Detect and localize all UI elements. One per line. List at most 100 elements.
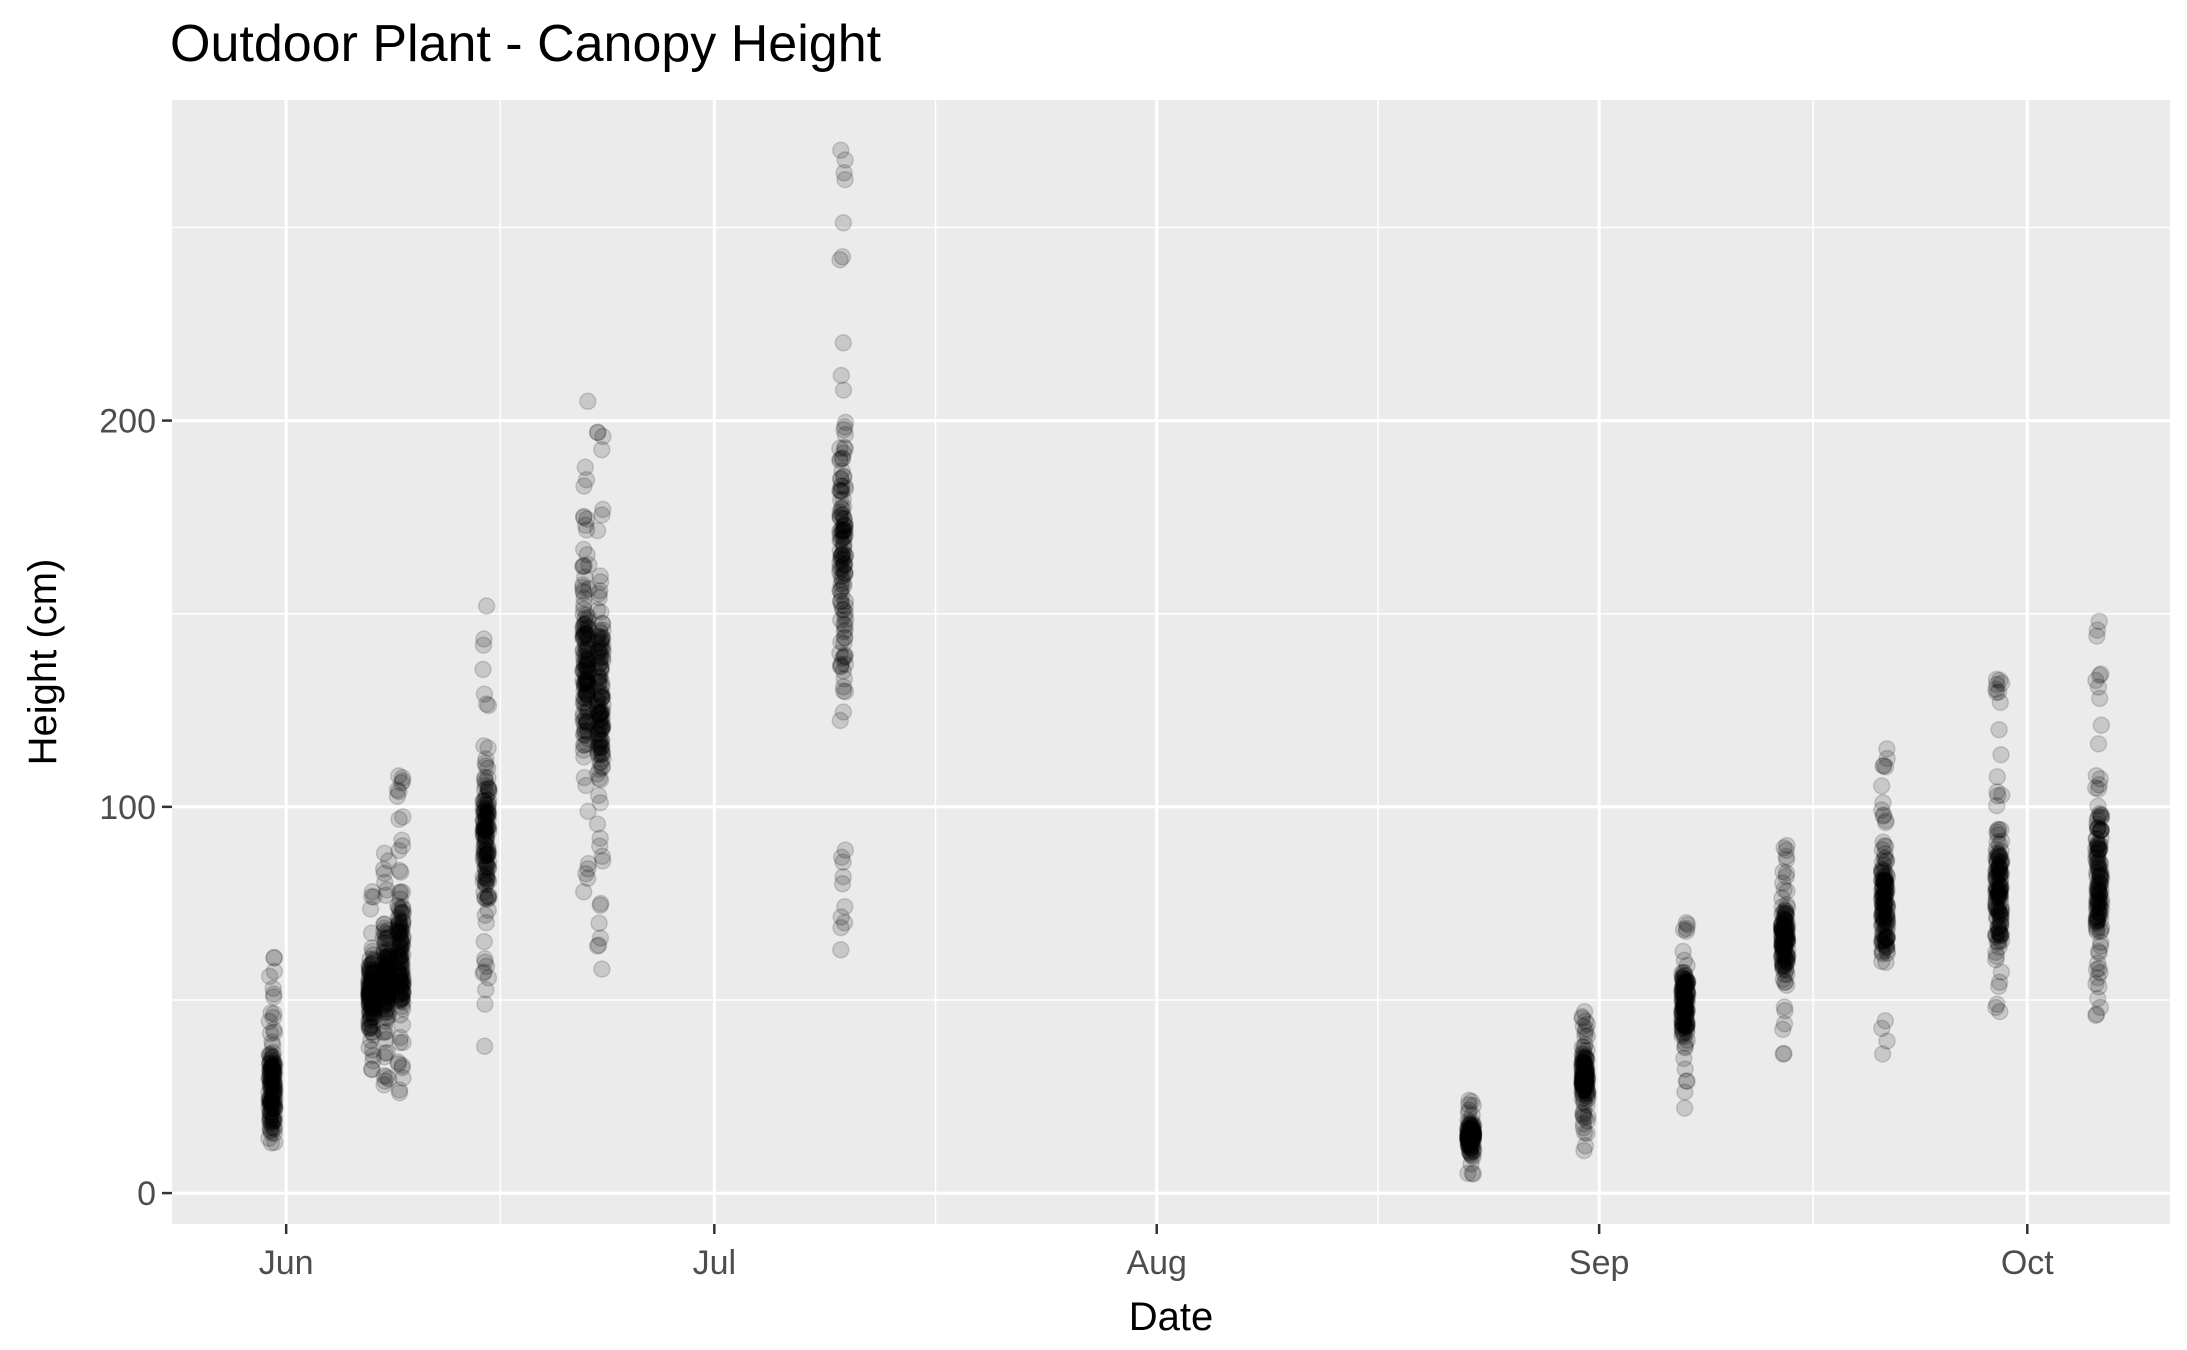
- data-point: [474, 867, 492, 886]
- data-point: [479, 889, 498, 908]
- data-point: [1576, 1068, 1594, 1087]
- data-point: [391, 968, 410, 986]
- data-point: [1574, 1058, 1593, 1077]
- data-point: [576, 625, 595, 643]
- data-point: [594, 427, 612, 446]
- data-point: [479, 795, 498, 814]
- data-point: [374, 972, 393, 990]
- data-point: [479, 872, 498, 891]
- data-point: [589, 669, 608, 688]
- data-point: [474, 636, 493, 654]
- data-point: [393, 914, 412, 932]
- data-point: [1459, 1130, 1477, 1148]
- data-point: [264, 1060, 282, 1078]
- data-point: [836, 655, 855, 674]
- data-point: [834, 867, 852, 886]
- chart-title: Outdoor Plant - Canopy Height: [170, 15, 882, 73]
- x-tick-label: Aug: [1126, 1244, 1187, 1282]
- data-point: [835, 623, 853, 641]
- data-point: [836, 597, 855, 615]
- data-point: [590, 632, 609, 651]
- data-point: [264, 1068, 283, 1086]
- data-point: [1464, 1148, 1482, 1166]
- data-point: [261, 1112, 279, 1131]
- data-point: [1578, 1015, 1597, 1033]
- data-point: [374, 970, 393, 989]
- data-point: [1463, 1124, 1481, 1143]
- data-point: [1576, 1061, 1595, 1079]
- data-point: [1573, 1062, 1591, 1080]
- data-point: [389, 946, 407, 964]
- data-point: [376, 958, 395, 977]
- data-point: [265, 1079, 284, 1098]
- data-point: [1576, 1108, 1594, 1126]
- data-point: [261, 1103, 279, 1122]
- data-point: [1577, 1076, 1596, 1095]
- data-point: [361, 1004, 380, 1023]
- data-point: [834, 521, 853, 539]
- data-point: [374, 973, 392, 991]
- data-point: [575, 663, 594, 681]
- data-point: [376, 934, 394, 952]
- data-point: [1464, 1127, 1483, 1145]
- data-point: [575, 616, 593, 634]
- data-point: [591, 667, 610, 686]
- data-point: [593, 960, 611, 978]
- data-point: [1573, 1073, 1592, 1091]
- data-point: [389, 1055, 408, 1073]
- data-point: [262, 1061, 280, 1080]
- data-point: [376, 944, 394, 963]
- data-point: [592, 739, 610, 757]
- data-point: [265, 1082, 284, 1101]
- data-point: [362, 1060, 381, 1078]
- data-point: [1575, 1080, 1593, 1099]
- data-point: [577, 640, 596, 659]
- data-point: [2092, 716, 2111, 734]
- data-point: [265, 949, 283, 967]
- data-point: [480, 780, 498, 799]
- data-point: [1775, 914, 1793, 933]
- data-point: [374, 986, 393, 1005]
- data-point: [263, 1091, 281, 1109]
- data-point: [392, 931, 410, 949]
- data-point: [1461, 1129, 1480, 1148]
- data-point: [575, 736, 594, 754]
- data-point: [1460, 1131, 1478, 1150]
- data-point: [578, 510, 596, 528]
- data-point: [588, 739, 607, 758]
- data-point: [476, 852, 495, 870]
- data-point: [364, 977, 383, 996]
- data-point: [1574, 1068, 1593, 1087]
- data-point: [365, 953, 383, 971]
- data-point: [360, 1019, 378, 1037]
- data-point: [1461, 1140, 1480, 1158]
- data-point: [475, 817, 493, 835]
- data-point: [831, 503, 849, 521]
- data-point: [392, 976, 411, 994]
- data-point: [391, 938, 410, 957]
- data-point: [360, 995, 379, 1014]
- data-point: [833, 571, 851, 589]
- data-point: [377, 969, 396, 988]
- data-point: [593, 506, 611, 524]
- data-point: [1459, 1128, 1477, 1146]
- data-point: [578, 683, 597, 701]
- data-point: [389, 924, 407, 942]
- data-point: [577, 521, 596, 539]
- data-point: [1577, 1078, 1596, 1096]
- data-point: [478, 857, 497, 876]
- data-point: [1464, 1136, 1482, 1154]
- data-point: [591, 753, 609, 772]
- data-point: [262, 1081, 281, 1099]
- data-point: [1460, 1127, 1478, 1146]
- data-point: [377, 947, 395, 966]
- data-point: [265, 1066, 283, 1084]
- data-point: [575, 507, 593, 526]
- data-point: [475, 853, 493, 871]
- data-point: [262, 1091, 281, 1110]
- data-point: [475, 813, 493, 832]
- data-point: [832, 531, 850, 550]
- data-point: [1872, 777, 1891, 795]
- data-point: [1987, 796, 2006, 815]
- data-point: [1573, 1047, 1592, 1066]
